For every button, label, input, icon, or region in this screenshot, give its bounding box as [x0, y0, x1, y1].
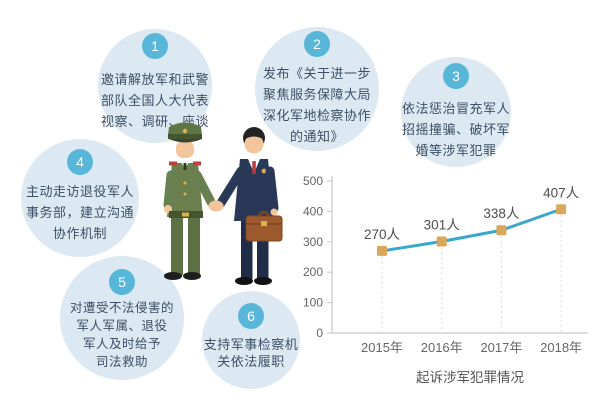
step-number-badge: 3	[443, 63, 469, 89]
step-number-badge: 4	[67, 149, 93, 175]
handshake-hands	[208, 200, 224, 212]
data-point-marker	[436, 236, 447, 247]
data-point-marker	[496, 225, 507, 236]
step-text: 发布《关于进一步 聚焦服务保障大局 深化军地检察协作 的通知》	[255, 63, 379, 147]
step-text-line: 事务部，建立沟通	[25, 205, 134, 220]
step-number-badge: 1	[142, 33, 168, 59]
step-text-line: 依法惩治冒充军人	[401, 101, 510, 116]
briefcase	[245, 208, 283, 242]
step-bubble-6: 6 支持军事检察机 关依法履职	[202, 291, 300, 389]
step-text-line: 的通知》	[289, 129, 344, 144]
x-axis-tick-label: 2016年	[421, 340, 463, 355]
step-text-line: 招摇撞骗、破坏军	[401, 122, 510, 137]
step-bubble-3: 3 依法惩治冒充军人 招摇撞骗、破坏军 婚等涉军犯罪	[401, 57, 511, 167]
data-point-label: 407人	[543, 185, 580, 200]
y-axis-tick-label: 400	[303, 204, 323, 218]
step-text-line: 发布《关于进一步	[262, 66, 371, 81]
military-officer-figure	[163, 122, 216, 280]
data-point-marker	[556, 204, 567, 215]
officer-peaked-cap	[168, 122, 202, 143]
prosecution-trend-chart: 0 100 200 300 400 500 270人 301人 338人 407人 2015年 201…	[300, 170, 598, 400]
y-axis-tick-label: 300	[303, 235, 323, 249]
step-bubble-2: 2 发布《关于进一步 聚焦服务保障大局 深化军地检察协作 的通知》	[255, 27, 379, 151]
data-point-label: 301人	[424, 217, 461, 232]
step-text-line: 聚焦服务保障大局	[262, 87, 371, 102]
step-text-line: 主动走访退役军人	[25, 184, 134, 199]
x-axis-tick-label: 2018年	[540, 340, 582, 355]
data-point-marker	[377, 245, 387, 256]
handshake-illustration	[163, 122, 283, 285]
step-bubble-5: 5 对遭受不法侵害的 军人军属、退役 军人及时给予 司法救助	[60, 256, 184, 380]
data-point-label: 338人	[483, 206, 520, 221]
x-axis-tick-label: 2017年	[480, 340, 522, 355]
step-text-line: 邀请解放军和武警	[100, 72, 209, 87]
data-point-label: 270人	[364, 227, 401, 242]
step-text-line: 军人及时给予	[82, 337, 161, 351]
y-axis-tick-label: 100	[303, 296, 323, 310]
step-text-line: 婚等涉军犯罪	[415, 143, 497, 158]
chart-svg: 0 100 200 300 400 500 270人 301人 338人 407人 2015年 201…	[303, 174, 588, 385]
step-text-line: 支持军事检察机	[203, 337, 299, 352]
step-text-line: 部队全国人大代表	[100, 93, 209, 108]
step-text: 对遭受不法侵害的 军人军属、退役 军人及时给予 司法救助	[60, 299, 184, 371]
trend-line	[381, 207, 562, 253]
step-text-line: 司法救助	[95, 355, 148, 369]
step-text: 依法惩治冒充军人 招摇撞骗、破坏军 婚等涉军犯罪	[401, 98, 511, 161]
step-number-badge: 5	[109, 269, 135, 295]
step-text-line: 对遭受不法侵害的	[69, 301, 174, 315]
step-text-line: 协作机制	[52, 226, 107, 241]
step-text-line: 深化军地检察协作	[262, 108, 371, 123]
x-axis-tick-label: 2015年	[361, 340, 403, 355]
step-text-line: 关依法履职	[217, 354, 285, 369]
prosecutor-figure	[216, 127, 279, 285]
y-axis-tick-label: 500	[303, 174, 323, 188]
y-axis-tick-label: 0	[316, 326, 323, 340]
chart-title: 起诉涉军犯罪情况	[416, 370, 524, 385]
step-text: 主动走访退役军人 事务部，建立沟通 协作机制	[21, 181, 139, 244]
step-bubble-4: 4 主动走访退役军人 事务部，建立沟通 协作机制	[21, 139, 139, 257]
step-text-line: 军人军属、退役	[76, 319, 168, 333]
step-number-badge: 6	[238, 303, 264, 329]
step-number-badge: 2	[304, 31, 330, 57]
y-axis-tick-label: 200	[303, 265, 323, 279]
step-text: 支持军事检察机 关依法履职	[202, 336, 300, 370]
